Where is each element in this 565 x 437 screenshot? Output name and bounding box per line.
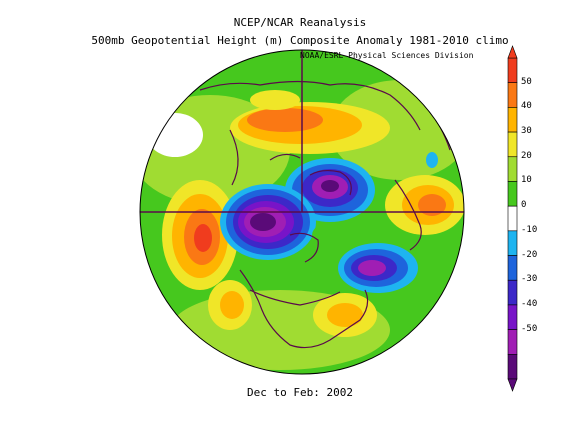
colorbar-swatch bbox=[507, 131, 518, 158]
colorbar-swatch bbox=[507, 354, 518, 380]
colorbar-tick-label: 20 bbox=[521, 150, 532, 161]
colorbar-swatch bbox=[507, 329, 518, 355]
field-patch bbox=[312, 223, 348, 247]
field-patch bbox=[426, 152, 438, 168]
field-patch bbox=[250, 213, 276, 231]
map-boundary-circle bbox=[139, 49, 465, 375]
colorbar-swatch bbox=[507, 230, 518, 256]
chart-title-line2: 500mb Geopotential Height (m) Composite … bbox=[91, 34, 509, 47]
colorbar-arrow-down bbox=[507, 378, 518, 392]
colorbar-tick-label: -50 bbox=[521, 323, 538, 334]
colorbar-tick-label: 40 bbox=[521, 101, 532, 112]
field-patch bbox=[194, 224, 212, 252]
colorbar-swatch bbox=[507, 82, 518, 108]
colorbar-tick-label: -30 bbox=[521, 274, 538, 285]
colorbar-tick-label: -40 bbox=[521, 298, 538, 309]
period-label: Dec to Feb: 2002 bbox=[247, 386, 353, 399]
field-patch bbox=[321, 180, 339, 192]
colorbar-tick-label: 10 bbox=[521, 175, 532, 186]
colorbar-swatch bbox=[507, 205, 518, 232]
field-patch bbox=[220, 291, 244, 319]
colorbar-tick-label: 50 bbox=[521, 76, 532, 87]
colorbar-swatch bbox=[507, 181, 518, 207]
colorbar-tick-label: 0 bbox=[521, 200, 527, 211]
colorbar-tick-label: 30 bbox=[521, 126, 532, 137]
colorbar-swatch bbox=[507, 255, 518, 281]
field-patch bbox=[327, 303, 363, 327]
colorbar-tick-label: -20 bbox=[521, 249, 538, 260]
colorbar-tick-label: -10 bbox=[521, 224, 538, 235]
chart-title-line1: NCEP/NCAR Reanalysis bbox=[233, 16, 367, 29]
colorbar-arrow-up bbox=[507, 45, 518, 59]
colorbar-swatch bbox=[507, 304, 518, 330]
colorbar-swatch bbox=[507, 279, 518, 306]
anomaly-field bbox=[140, 50, 464, 374]
field-patch bbox=[247, 108, 323, 132]
colorbar-swatch bbox=[507, 156, 518, 182]
field-patch bbox=[250, 90, 300, 110]
colorbar-swatch bbox=[507, 57, 518, 83]
field-patch bbox=[358, 260, 386, 276]
field-patch bbox=[418, 194, 446, 216]
colorbar-swatch bbox=[507, 107, 518, 133]
credit-label: NOAA/ESRL Physical Sciences Division bbox=[300, 51, 474, 60]
